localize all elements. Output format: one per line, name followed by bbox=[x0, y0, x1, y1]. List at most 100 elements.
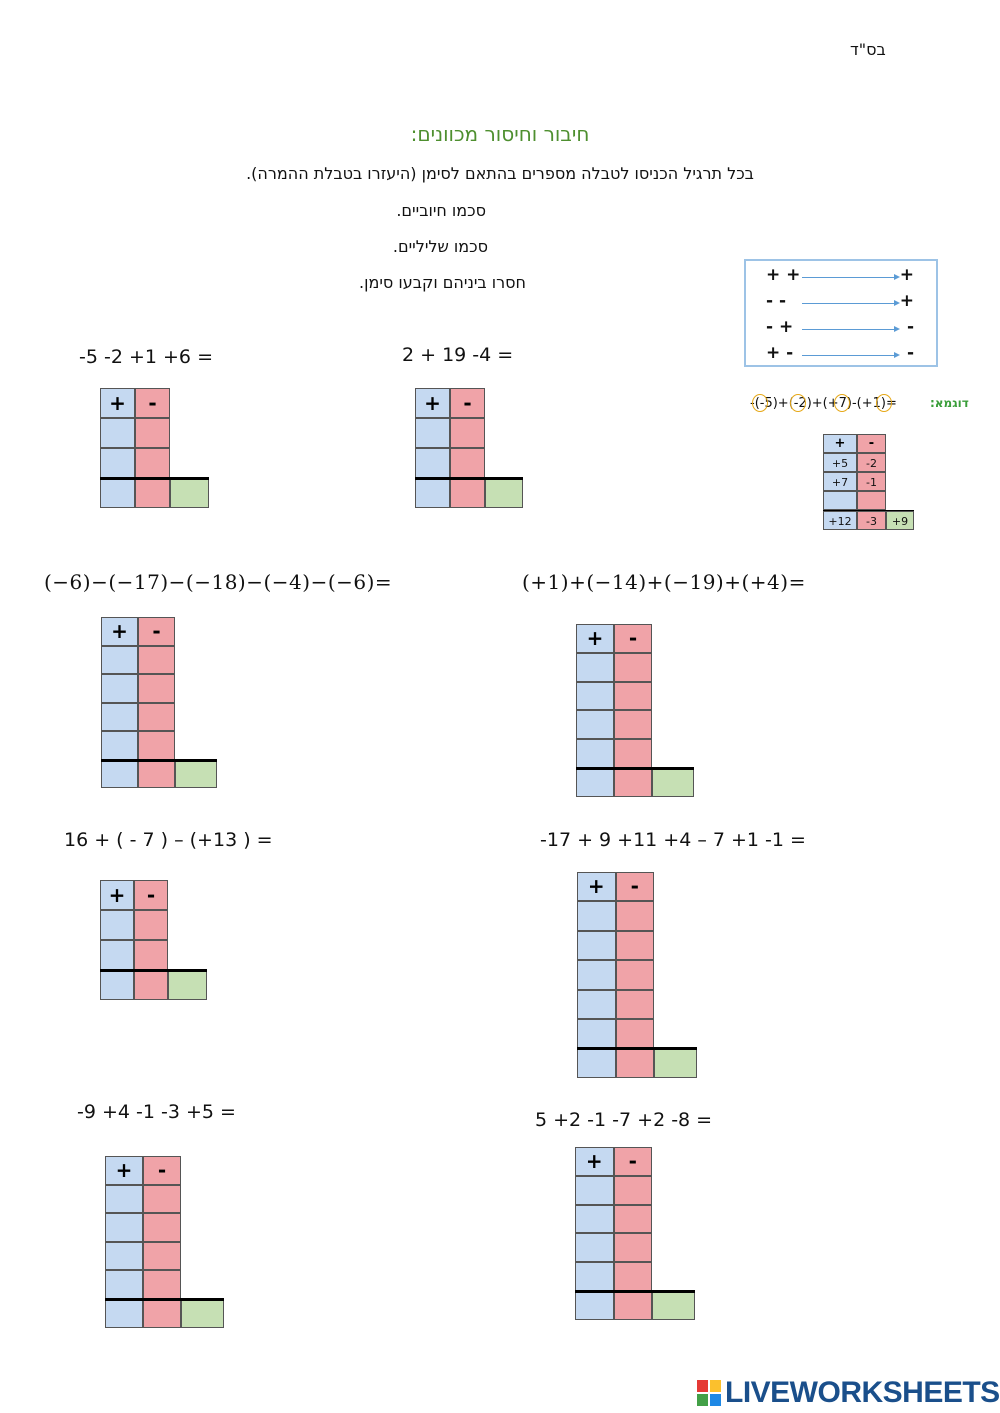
positive-entry-cell[interactable] bbox=[105, 1241, 143, 1271]
positive-entry-cell[interactable] bbox=[576, 652, 614, 682]
negative-entry-cell[interactable] bbox=[614, 710, 652, 740]
positive-total-cell[interactable] bbox=[105, 1299, 143, 1328]
negative-entry-cell[interactable] bbox=[614, 652, 652, 682]
negative-entry-cell[interactable] bbox=[138, 731, 175, 760]
negative-entry-cell[interactable] bbox=[615, 901, 654, 931]
positive-entry-cell[interactable] bbox=[577, 960, 616, 990]
conversion-pair: + + bbox=[766, 265, 801, 285]
negative-entry-cell[interactable] bbox=[143, 1184, 181, 1214]
header-minus: - bbox=[135, 388, 170, 418]
arrow-right-icon bbox=[802, 326, 900, 332]
negative-entry-cell[interactable] bbox=[614, 681, 652, 711]
logo-square bbox=[710, 1394, 721, 1406]
negative-entry-cell[interactable] bbox=[134, 910, 168, 940]
positive-total-cell[interactable] bbox=[575, 1291, 614, 1320]
negative-entry-cell[interactable] bbox=[134, 940, 168, 970]
negative-entry-cell[interactable] bbox=[135, 448, 170, 478]
positive-total-cell[interactable] bbox=[101, 759, 138, 788]
negative-entry-cell[interactable] bbox=[615, 960, 654, 990]
header-plus: + bbox=[100, 880, 134, 910]
positive-total-cell[interactable] bbox=[576, 768, 614, 797]
negative-entry-cell[interactable] bbox=[135, 418, 170, 448]
instruction-sum-positive: סכמו חיוביים. bbox=[396, 201, 486, 220]
sign-conversion-table: + + + - - + - + - + - - bbox=[744, 259, 938, 367]
positive-entry-cell[interactable] bbox=[576, 710, 614, 740]
positive-total-cell[interactable] bbox=[415, 478, 450, 508]
negative-entry-cell[interactable] bbox=[143, 1213, 181, 1242]
result-cell[interactable] bbox=[652, 768, 694, 797]
negative-entry-cell[interactable] bbox=[615, 1019, 654, 1049]
example-cell: -2 bbox=[857, 453, 886, 472]
negative-entry-cell[interactable] bbox=[615, 989, 654, 1019]
positive-total-cell[interactable] bbox=[577, 1048, 616, 1078]
result-cell[interactable] bbox=[485, 478, 523, 508]
positive-entry-cell[interactable] bbox=[575, 1233, 614, 1263]
negative-total-cell[interactable] bbox=[450, 478, 485, 508]
positive-entry-cell[interactable] bbox=[100, 910, 134, 940]
example-cell: +7 bbox=[823, 472, 857, 491]
positive-entry-cell[interactable] bbox=[577, 989, 616, 1019]
result-cell[interactable] bbox=[181, 1299, 224, 1328]
positive-entry-cell[interactable] bbox=[577, 1019, 616, 1049]
negative-total-cell[interactable] bbox=[614, 768, 652, 797]
positive-total-cell[interactable] bbox=[100, 478, 135, 508]
header-plus: + bbox=[576, 624, 614, 653]
positive-entry-cell[interactable] bbox=[100, 418, 135, 448]
header-plus: + bbox=[100, 388, 135, 418]
result-cell[interactable] bbox=[175, 759, 217, 788]
positive-entry-cell[interactable] bbox=[576, 739, 614, 768]
negative-total-cell[interactable] bbox=[135, 478, 170, 508]
positive-entry-cell[interactable] bbox=[100, 940, 134, 970]
negative-entry-cell[interactable] bbox=[450, 418, 485, 448]
positive-entry-cell[interactable] bbox=[415, 448, 450, 478]
positive-total-cell[interactable] bbox=[100, 970, 134, 1000]
logo-square bbox=[697, 1380, 708, 1392]
negative-entry-cell[interactable] bbox=[138, 645, 175, 674]
example-cell: +5 bbox=[823, 453, 857, 472]
positive-entry-cell[interactable] bbox=[101, 645, 138, 674]
result-cell[interactable] bbox=[168, 970, 207, 1000]
negative-entry-cell[interactable] bbox=[615, 930, 654, 961]
sum-divider bbox=[415, 477, 523, 480]
negative-entry-cell[interactable] bbox=[143, 1270, 181, 1299]
sum-divider bbox=[576, 767, 694, 770]
negative-entry-cell[interactable] bbox=[613, 1262, 652, 1291]
negative-total-cell[interactable] bbox=[143, 1299, 181, 1328]
negative-entry-cell[interactable] bbox=[138, 702, 175, 731]
positive-entry-cell[interactable] bbox=[577, 930, 616, 961]
sign-highlight-icon bbox=[834, 394, 850, 412]
positive-entry-cell[interactable] bbox=[576, 681, 614, 711]
instruction-main: בכל תרגיל הכניסו לטבלה מספרים בהתאם לסימ… bbox=[246, 164, 754, 183]
sum-divider bbox=[100, 477, 209, 480]
positive-entry-cell[interactable] bbox=[415, 418, 450, 448]
positive-entry-cell[interactable] bbox=[100, 448, 135, 478]
negative-entry-cell[interactable] bbox=[143, 1241, 181, 1271]
positive-entry-cell[interactable] bbox=[101, 702, 138, 731]
positive-entry-cell[interactable] bbox=[105, 1270, 143, 1299]
problem-7: -9 +4 -1 -3 +5 = bbox=[77, 1101, 236, 1123]
negative-entry-cell[interactable] bbox=[450, 448, 485, 478]
negative-entry-cell[interactable] bbox=[614, 739, 652, 768]
negative-entry-cell[interactable] bbox=[613, 1204, 652, 1234]
negative-entry-cell[interactable] bbox=[613, 1175, 652, 1205]
negative-entry-cell[interactable] bbox=[613, 1233, 652, 1263]
positive-entry-cell[interactable] bbox=[105, 1213, 143, 1242]
instruction-sum-negative: סכמו שליליים. bbox=[392, 237, 488, 256]
negative-entry-cell[interactable] bbox=[138, 674, 175, 703]
result-cell[interactable] bbox=[654, 1048, 697, 1078]
positive-entry-cell[interactable] bbox=[101, 674, 138, 703]
header-plus: + bbox=[577, 872, 616, 902]
result-cell[interactable] bbox=[170, 478, 209, 508]
positive-entry-cell[interactable] bbox=[575, 1204, 614, 1234]
positive-entry-cell[interactable] bbox=[575, 1262, 614, 1291]
positive-entry-cell[interactable] bbox=[575, 1175, 614, 1205]
positive-entry-cell[interactable] bbox=[105, 1184, 143, 1214]
negative-total-cell[interactable] bbox=[138, 759, 175, 788]
negative-total-cell[interactable] bbox=[615, 1048, 654, 1078]
conversion-pair: - - bbox=[766, 291, 787, 311]
negative-total-cell[interactable] bbox=[613, 1291, 652, 1320]
result-cell[interactable] bbox=[652, 1291, 695, 1320]
negative-total-cell[interactable] bbox=[134, 970, 168, 1000]
positive-entry-cell[interactable] bbox=[577, 901, 616, 931]
positive-entry-cell[interactable] bbox=[101, 731, 138, 760]
